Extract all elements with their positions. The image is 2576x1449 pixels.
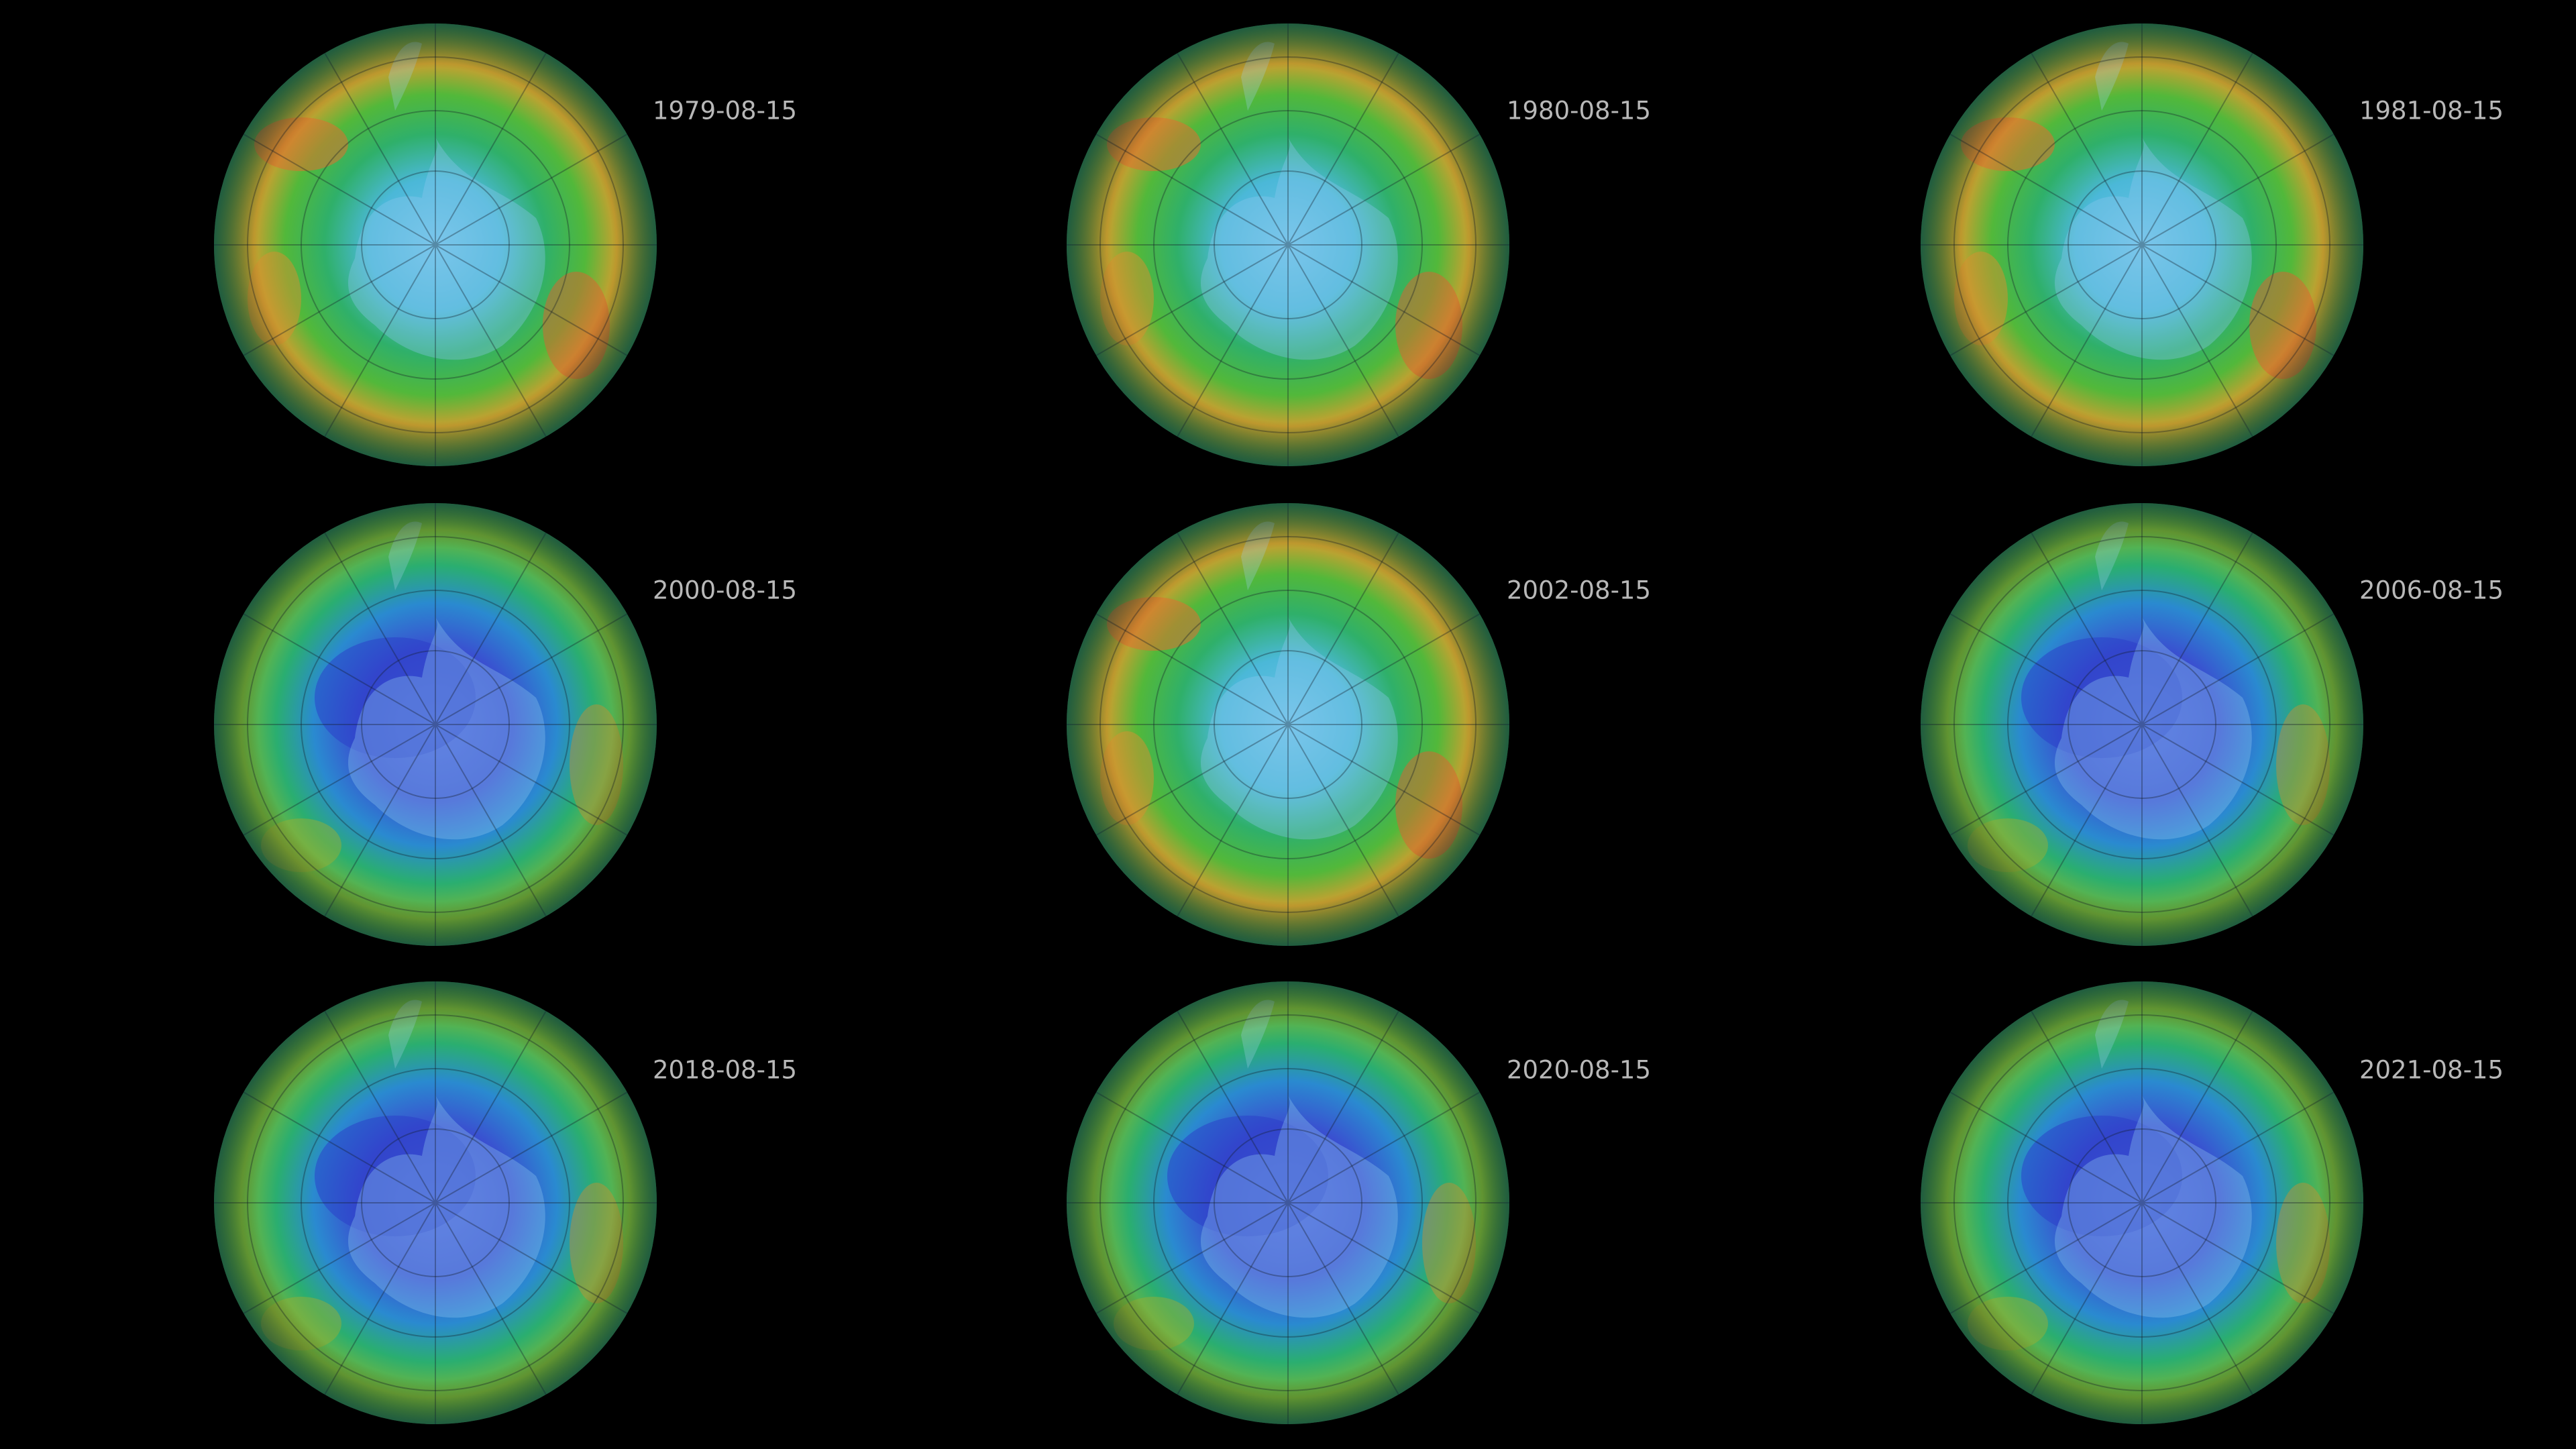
date-label: 1981-08-15 <box>2359 97 2504 125</box>
globe <box>1921 23 2363 466</box>
date-label: 2018-08-15 <box>653 1056 797 1085</box>
globe <box>1921 981 2363 1424</box>
date-label: 2020-08-15 <box>1507 1056 1651 1085</box>
date-label: 1979-08-15 <box>653 97 797 125</box>
globe <box>214 503 657 946</box>
date-label: 2002-08-15 <box>1507 576 1651 605</box>
date-label: 2021-08-15 <box>2359 1056 2504 1085</box>
globe <box>1067 23 1509 466</box>
globe <box>214 23 657 466</box>
date-label: 2006-08-15 <box>2359 576 2504 605</box>
date-label: 2000-08-15 <box>653 576 797 605</box>
globe <box>1921 503 2363 946</box>
globe <box>214 981 657 1424</box>
globe <box>1067 981 1509 1424</box>
date-label: 1980-08-15 <box>1507 97 1651 125</box>
globe <box>1067 503 1509 946</box>
